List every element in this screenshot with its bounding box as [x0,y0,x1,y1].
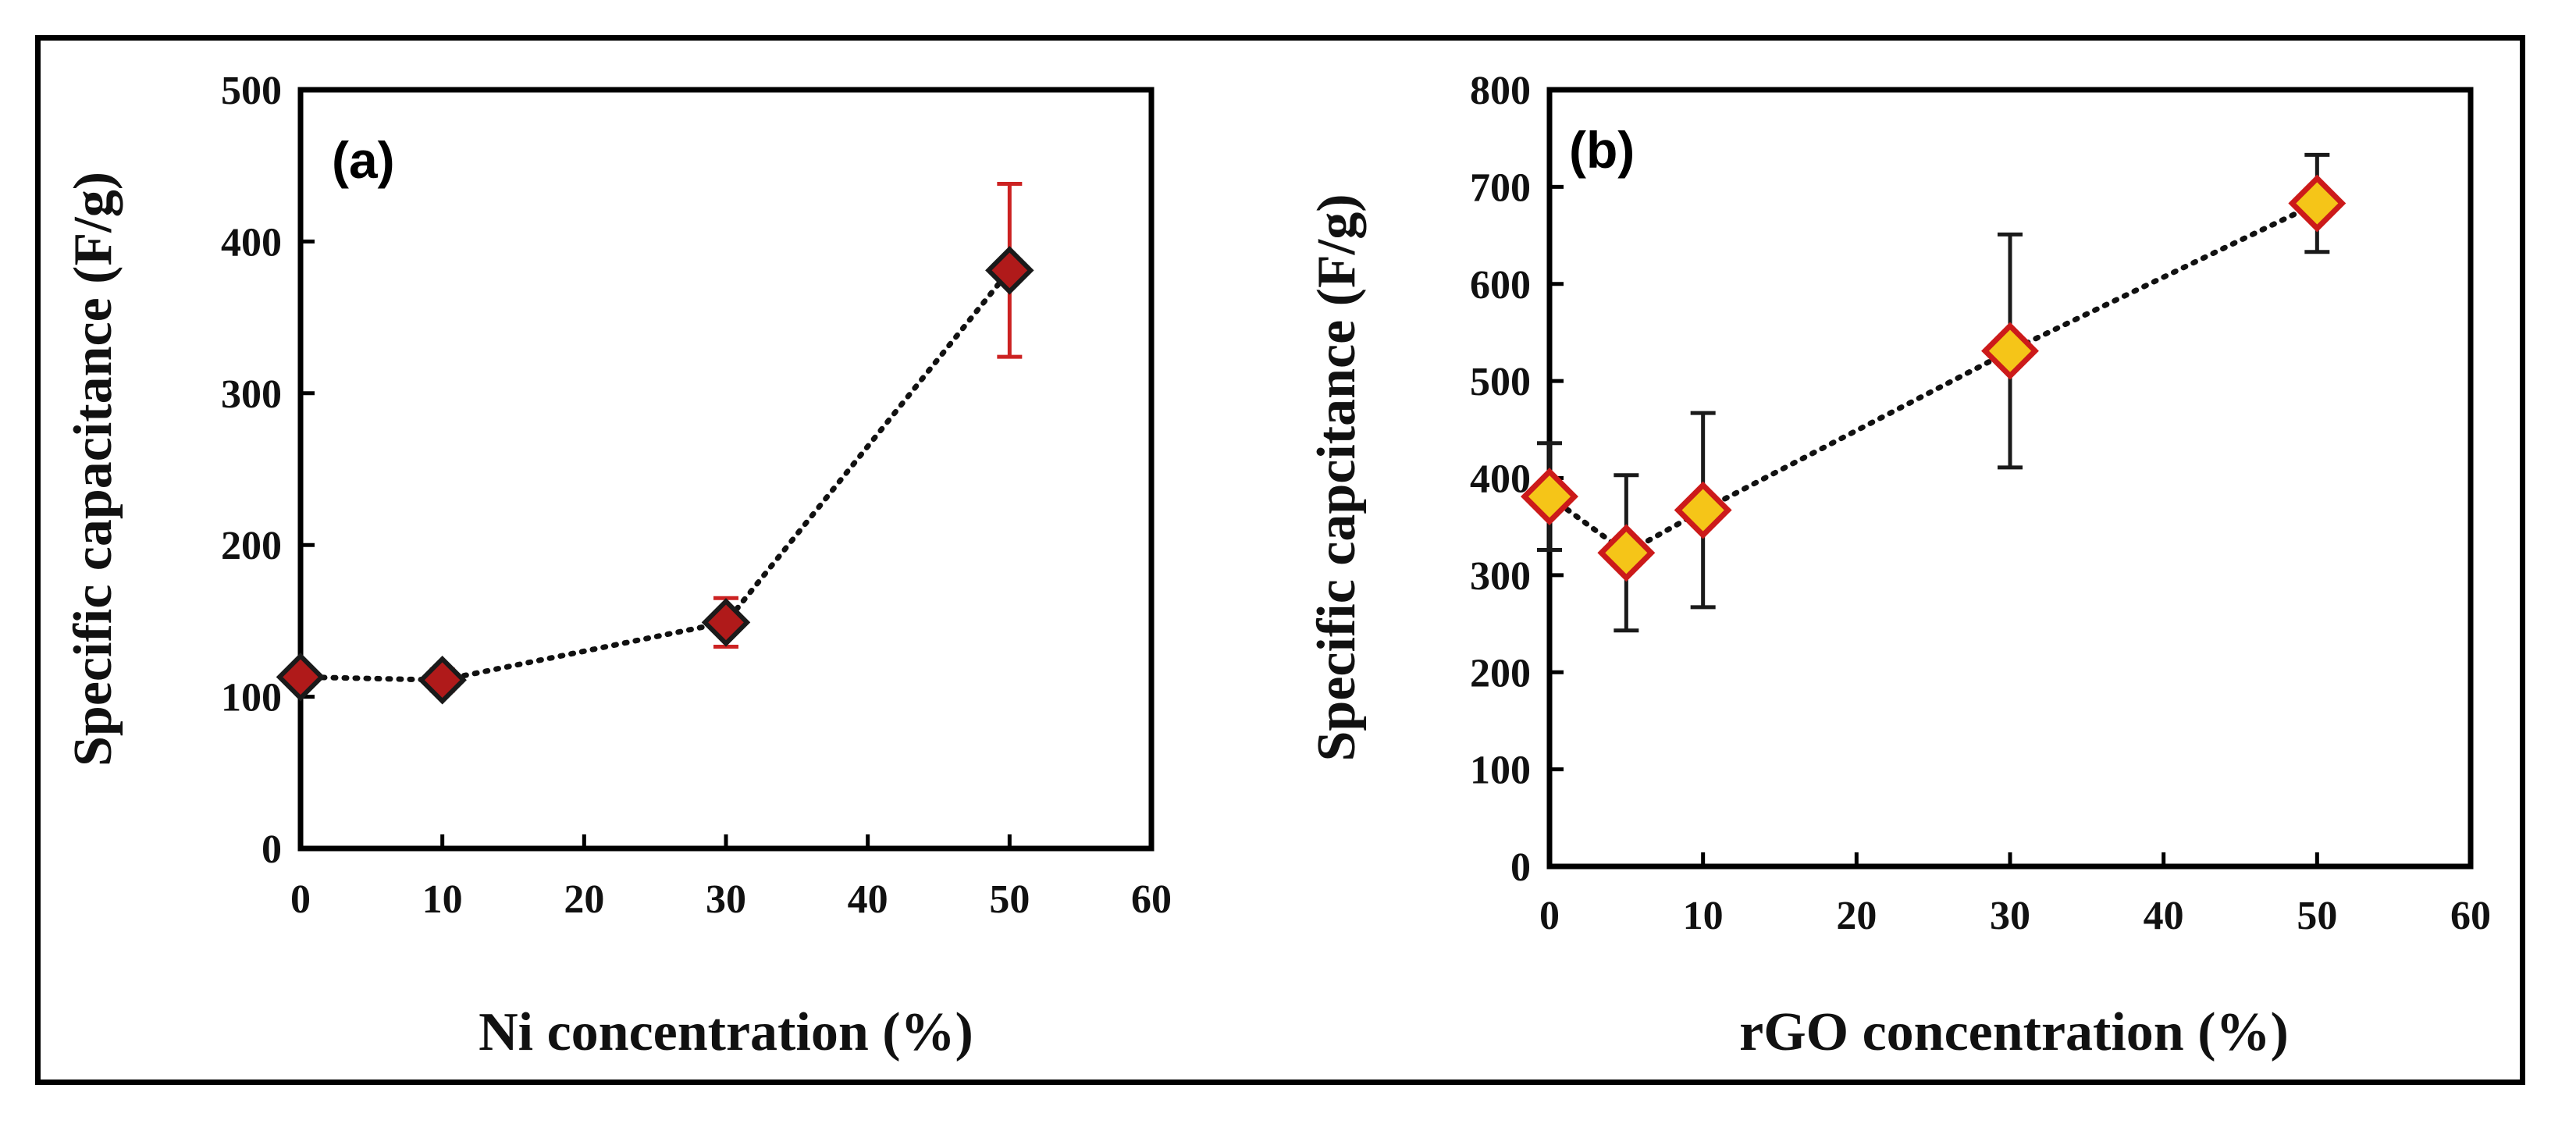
x-tick-label: 0 [290,877,311,922]
y-tick-label: 400 [1470,457,1531,502]
y-tick-label: 0 [262,827,282,872]
y-ticks-b: 0 100 200 300 400 500 600 700 800 [1470,69,1564,890]
y-axis-title-a: Specific capacitance (F/g) [63,172,123,767]
x-tick-label: 50 [989,877,1030,922]
y-tick-label: 100 [1470,749,1531,793]
data-point-diamond [418,655,467,705]
x-tick-label: 50 [2297,894,2337,938]
panel-a: (a) Ni concentration (%) Specific capaci… [63,69,1172,1062]
series-b [1521,152,2347,633]
x-axis-title-a: Ni concentration (%) [479,1002,973,1062]
y-tick-label: 300 [1470,554,1531,599]
x-tick-label: 30 [1990,894,2030,938]
data-point-diamond [701,598,751,647]
y-tick-label: 800 [1470,69,1531,113]
x-ticks-a: 0 10 20 30 40 50 60 [290,834,1172,922]
trend-line [1546,201,2320,557]
y-tick-label: 300 [221,372,282,417]
x-tick-label: 60 [1131,877,1172,922]
data-point-diamond [985,246,1034,295]
y-tick-label: 100 [221,676,282,720]
x-tick-label: 40 [848,877,888,922]
y-tick-label: 700 [1470,165,1531,210]
y-tick-label: 500 [221,69,282,113]
y-tick-label: 0 [1510,845,1531,890]
data-point-diamond [276,653,326,702]
y-tick-label: 200 [1470,651,1531,695]
data-point-diamond [1597,524,1656,582]
panel-b: (b) rGO concentration (%) Specific capci… [1307,69,2491,1062]
data-point-diamond [2288,174,2347,233]
y-tick-label: 500 [1470,360,1531,404]
x-tick-label: 10 [422,877,463,922]
trend-line [297,267,1012,683]
x-tick-label: 40 [2144,894,2184,938]
x-tick-label: 20 [1836,894,1877,938]
data-point-diamond [1674,481,1732,539]
y-tick-label: 400 [221,220,282,265]
data-point-diamond [1981,322,2039,380]
x-tick-label: 20 [564,877,604,922]
y-tick-label: 200 [221,524,282,568]
x-ticks-b: 0 10 20 30 40 50 60 [1539,852,2491,938]
y-axis-title-b: Specific capcitance (F/g) [1307,194,1367,761]
x-tick-label: 60 [2450,894,2491,938]
x-tick-label: 30 [706,877,746,922]
y-tick-label: 600 [1470,263,1531,308]
y-ticks-a: 0 100 200 300 400 500 [221,69,315,872]
x-axis-title-b: rGO concentration (%) [1739,1002,2289,1062]
figure-frame [35,35,2525,1085]
x-tick-label: 10 [1683,894,1724,938]
panel-label-a: (a) [332,131,395,189]
panel-label-b: (b) [1569,121,1635,179]
data-point-diamond [1521,468,1578,526]
series-a [276,182,1034,705]
plot-area-a [297,87,1155,852]
x-tick-label: 0 [1539,894,1560,938]
